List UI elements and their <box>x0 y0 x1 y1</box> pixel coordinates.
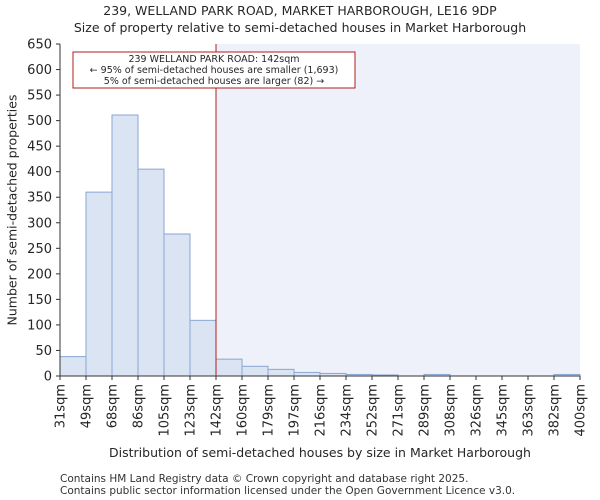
y-axis-label: Number of semi-detached properties <box>5 95 20 326</box>
y-tick-label: 600 <box>27 63 52 78</box>
x-tick-label: 271sqm <box>392 384 407 437</box>
footer-copyright: Contains HM Land Registry data © Crown c… <box>60 473 469 485</box>
x-tick-label: 308sqm <box>444 384 459 437</box>
x-tick-label: 105sqm <box>158 384 173 437</box>
x-tick-label: 68sqm <box>106 384 121 428</box>
x-tick-label: 234sqm <box>340 384 355 437</box>
annotation-line-3: 5% of semi-detached houses are larger (8… <box>104 76 324 87</box>
bars-group <box>59 114 581 377</box>
bar-68sqm <box>111 114 139 377</box>
bar-160sqm <box>241 365 269 377</box>
x-tick-label: 216sqm <box>314 384 329 437</box>
bar-31sqm <box>59 356 87 377</box>
bar-86sqm <box>137 168 165 377</box>
x-tick-label: 382sqm <box>548 384 563 437</box>
y-tick-label: 500 <box>27 114 52 129</box>
y-tick-label: 150 <box>27 293 52 308</box>
annotation-box <box>72 51 356 89</box>
x-tick-label: 142sqm <box>210 384 225 437</box>
annotation-line-1: 239 WELLAND PARK ROAD: 142sqm <box>128 54 299 65</box>
x-tick-label: 179sqm <box>262 384 277 437</box>
x-tick-label: 123sqm <box>184 384 199 437</box>
bar-197sqm <box>293 371 321 377</box>
x-tick-label: 345sqm <box>496 384 511 437</box>
y-tick-label: 400 <box>27 165 52 180</box>
x-tick-label: 160sqm <box>236 384 251 437</box>
bar-179sqm <box>267 368 295 377</box>
y-tick-label: 650 <box>27 38 52 53</box>
footer-licence: Contains public sector information licen… <box>60 485 516 497</box>
x-tick-label: 289sqm <box>418 384 433 437</box>
annotation-line-2: ← 95% of semi-detached houses are smalle… <box>90 65 339 76</box>
y-tick-label: 450 <box>27 140 52 155</box>
y-tick-label: 250 <box>27 242 52 257</box>
x-tick-label: 49sqm <box>80 384 95 428</box>
y-tick-label: 200 <box>27 267 52 282</box>
x-tick-label: 197sqm <box>288 384 303 437</box>
chart-subtitle: Size of property relative to semi-detach… <box>73 20 527 35</box>
x-tick-label: 363sqm <box>522 384 537 437</box>
y-tick-label: 550 <box>27 89 52 104</box>
larger-houses-region <box>216 44 580 376</box>
x-tick-label: 86sqm <box>132 384 147 428</box>
x-axis: 31sqm 49sqm 68sqm 86sqm 105sqm 123sqm 142sqm 16… <box>54 375 589 437</box>
y-tick-label: 350 <box>27 191 52 206</box>
y-axis: 0 50 100 150 200 250 300 350 400 450 500 550 600 650 <box>27 38 61 385</box>
y-tick-label: 50 <box>35 344 52 359</box>
x-tick-label: 400sqm <box>574 384 589 437</box>
bar-123sqm <box>189 319 217 377</box>
bar-49sqm <box>85 191 113 377</box>
y-tick-label: 100 <box>27 318 52 333</box>
chart-title: 239, WELLAND PARK ROAD, MARKET HARBOROUG… <box>103 3 497 18</box>
y-tick-label: 0 <box>44 370 52 385</box>
x-axis-label: Distribution of semi-detached houses by … <box>109 445 531 460</box>
x-tick-label: 252sqm <box>366 384 381 437</box>
bar-105sqm <box>163 233 191 377</box>
y-tick-label: 300 <box>27 216 52 231</box>
x-tick-label: 326sqm <box>470 384 485 437</box>
x-tick-label: 31sqm <box>54 384 69 428</box>
histogram-chart: 050100150200250300350400450500550600650 … <box>5 38 589 461</box>
bar-142sqm <box>215 358 243 377</box>
